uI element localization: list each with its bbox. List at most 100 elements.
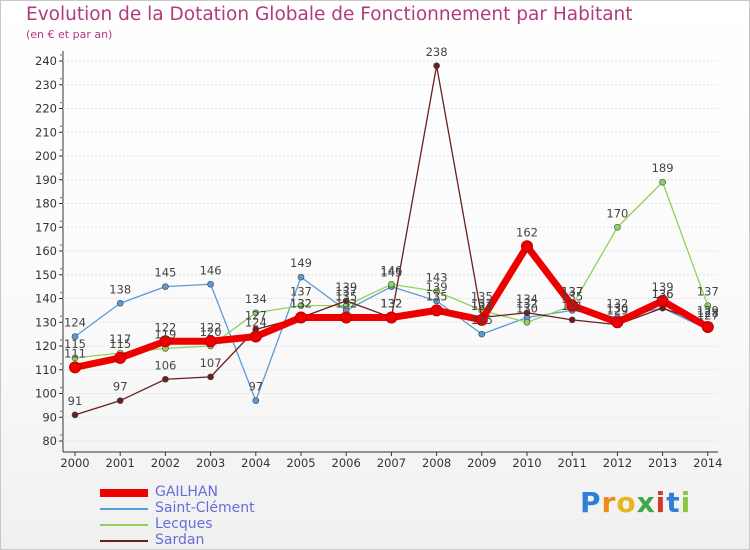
data-point-saint-cl-ment [252,397,260,404]
data-label-sardan: 136 [652,287,674,301]
data-label-sardan: 107 [200,356,222,370]
data-label-sardan: 132 [471,297,493,311]
y-tick-label: 180 [35,197,57,211]
y-minor-tick [60,125,62,128]
logo-letter: r [601,486,617,519]
y-minor-tick [60,149,62,151]
legend-swatch [100,489,148,497]
data-label-gailhan: 128 [697,306,719,320]
data-label-gailhan: 122 [200,320,222,334]
data-point-sardan [342,297,350,305]
data-point-saint-cl-ment [478,330,486,338]
legend-label: GAILHAN [155,484,218,500]
data-label-lecques: 170 [606,206,628,220]
data-label-lecques: 115 [64,337,86,351]
data-label-gailhan: 131 [471,299,493,313]
data-label-sardan: 134 [516,292,538,306]
x-tick-label: 2008 [422,456,451,470]
logo-letter: i [680,486,692,519]
data-label-saint-cl-ment: 125 [471,313,493,327]
data-label-lecques: 130 [516,301,538,315]
data-label-saint-cl-ment: 138 [109,282,131,296]
data-label-saint-cl-ment: 145 [154,266,176,280]
data-point-sardan [71,411,79,419]
y-tick-label: 170 [35,220,57,234]
data-point-gailhan [521,240,533,253]
data-label-sardan: 97 [113,380,128,394]
data-label-gailhan: 162 [516,225,538,239]
x-tick-label: 2002 [151,456,180,470]
x-tick-label: 2011 [558,456,587,470]
data-point-lecques [523,318,531,326]
legend-label: Lecques [155,516,213,532]
data-label-sardan: 238 [426,45,448,59]
data-label-lecques: 137 [290,285,312,299]
data-label-lecques: 143 [426,270,448,284]
data-label-sardan: 127 [245,308,267,322]
legend-swatch [100,540,148,542]
data-label-lecques: 189 [652,161,674,175]
x-tick-label: 2014 [693,456,722,470]
data-label-lecques: 117 [109,332,131,346]
data-label-saint-cl-ment: 135 [561,289,583,303]
data-point-lecques [433,288,440,295]
data-label-saint-cl-ment: 146 [200,263,222,277]
data-label-gailhan: 124 [245,316,267,330]
data-point-lecques [614,223,621,231]
data-point-saint-cl-ment [297,273,305,281]
data-point-gailhan [611,316,624,329]
data-label-saint-cl-ment: 149 [290,256,312,270]
data-point-gailhan [249,330,262,343]
data-point-lecques [388,280,395,288]
y-minor-tick [60,291,62,294]
data-label-lecques: 119 [154,327,176,341]
legend-label: Sardan [155,532,205,548]
x-tick-label: 2007 [377,456,406,470]
chart-subtitle: (en € et par an) [26,28,113,41]
x-tick-label: 2001 [106,456,135,470]
logo-letter: t [666,486,681,519]
legend-swatch [100,508,148,510]
y-minor-tick [60,244,62,246]
data-point-lecques [252,309,260,317]
x-tick-label: 2009 [467,456,496,470]
data-point-saint-cl-ment [71,333,79,340]
y-minor-tick [60,434,62,436]
y-tick-label: 110 [35,363,57,377]
data-point-sardan [162,375,169,383]
y-minor-tick [60,362,62,365]
y-tick-label: 120 [35,339,57,353]
data-point-gailhan [475,313,488,326]
y-tick-label: 130 [35,315,57,329]
data-label-saint-cl-ment: 124 [64,316,86,330]
y-tick-label: 190 [35,173,57,187]
data-label-sardan: 129 [606,304,628,318]
y-tick-label: 160 [35,244,57,258]
data-point-sardan [207,373,214,381]
logo-letter: x [636,486,656,519]
data-label-gailhan: 132 [380,297,402,311]
data-label-saint-cl-ment: 136 [652,287,674,301]
y-tick-label: 210 [35,125,57,139]
data-label-lecques: 137 [335,285,357,299]
y-minor-tick [60,386,62,389]
data-point-gailhan [385,311,398,324]
y-tick-label: 240 [35,54,57,68]
data-label-gailhan: 135 [426,289,448,303]
y-tick-label: 230 [35,78,57,92]
data-label-gailhan: 111 [64,346,86,360]
x-tick-label: 2004 [241,456,270,470]
data-label-lecques: 137 [561,285,583,299]
y-minor-tick [60,220,62,223]
y-minor-tick [60,101,62,104]
data-point-gailhan [69,361,81,374]
data-point-gailhan [204,335,217,348]
data-label-saint-cl-ment: 145 [380,266,402,280]
y-tick-label: 80 [42,434,57,448]
x-tick-label: 2005 [286,456,315,470]
data-point-gailhan [701,321,714,333]
data-point-gailhan [430,304,443,317]
data-label-saint-cl-ment: 135 [335,289,357,303]
data-label-gailhan: 132 [335,297,357,311]
x-tick-label: 2006 [332,456,361,470]
